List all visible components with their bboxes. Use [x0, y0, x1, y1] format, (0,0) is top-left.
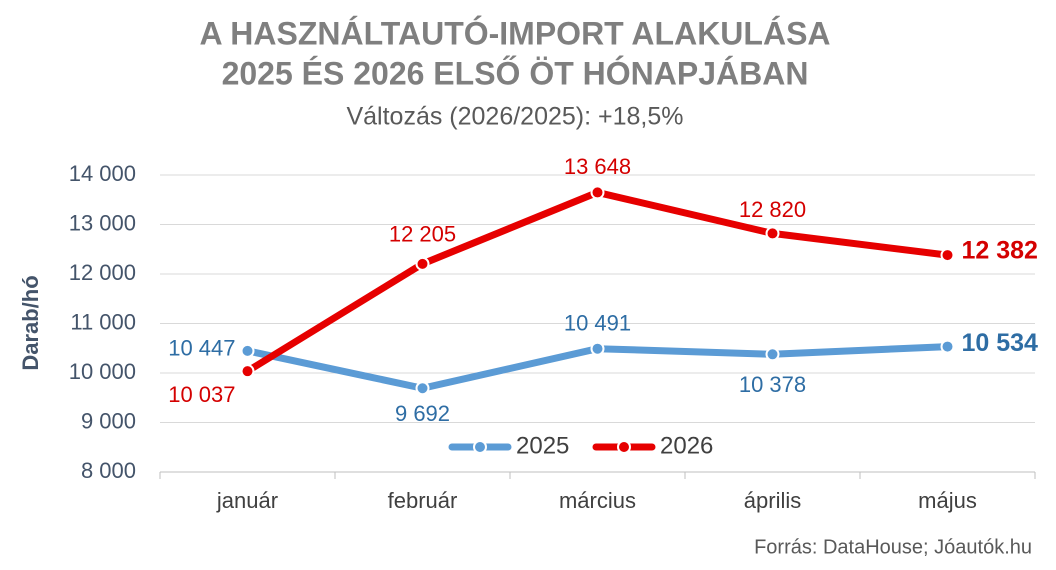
y-tick-label: 14 000	[69, 161, 136, 186]
chart-title: A HASZNÁLTAUTÓ-IMPORT ALAKULÁSA	[199, 15, 830, 51]
data-label: 10 491	[564, 311, 631, 336]
data-label: 10 447	[168, 336, 235, 361]
data-label: 13 648	[564, 154, 631, 179]
y-tick-label: 12 000	[69, 260, 136, 285]
marker	[590, 185, 605, 200]
marker	[940, 339, 955, 354]
data-label: 12 382	[962, 237, 1038, 265]
legend-label: 2025	[516, 432, 569, 459]
legend-label: 2026	[660, 432, 713, 459]
marker	[240, 343, 255, 358]
y-tick-label: 13 000	[69, 210, 136, 235]
data-label: 12 820	[739, 197, 806, 222]
legend-marker	[617, 440, 631, 454]
marker	[415, 256, 430, 271]
y-axis-label: Darab/hó	[18, 275, 43, 370]
data-label: 10 037	[168, 382, 235, 407]
data-label: 10 534	[962, 329, 1039, 357]
chart-title: 2025 ÉS 2026 ELSŐ ÖT HÓNAPJÁBAN	[222, 55, 809, 91]
y-tick-label: 11 000	[70, 309, 136, 334]
source: Forrás: DataHouse; Jóautók.hu	[754, 536, 1032, 558]
data-label: 12 205	[389, 222, 456, 247]
marker	[240, 364, 255, 379]
marker	[415, 381, 430, 396]
x-tick-label: február	[388, 488, 458, 513]
data-label: 9 692	[395, 401, 450, 426]
y-tick-label: 9 000	[81, 408, 136, 433]
y-tick-label: 8 000	[81, 458, 136, 483]
y-tick-label: 10 000	[69, 359, 136, 384]
data-label: 10 378	[739, 372, 806, 397]
marker	[765, 347, 780, 362]
x-tick-label: január	[216, 488, 278, 513]
marker	[765, 226, 780, 241]
legend-marker	[473, 440, 487, 454]
marker	[940, 248, 955, 263]
chart-subtitle: Változás (2026/2025): +18,5%	[346, 103, 683, 131]
x-tick-label: május	[918, 488, 977, 513]
x-tick-label: április	[744, 488, 801, 513]
marker	[590, 341, 605, 356]
x-tick-label: március	[559, 488, 636, 513]
